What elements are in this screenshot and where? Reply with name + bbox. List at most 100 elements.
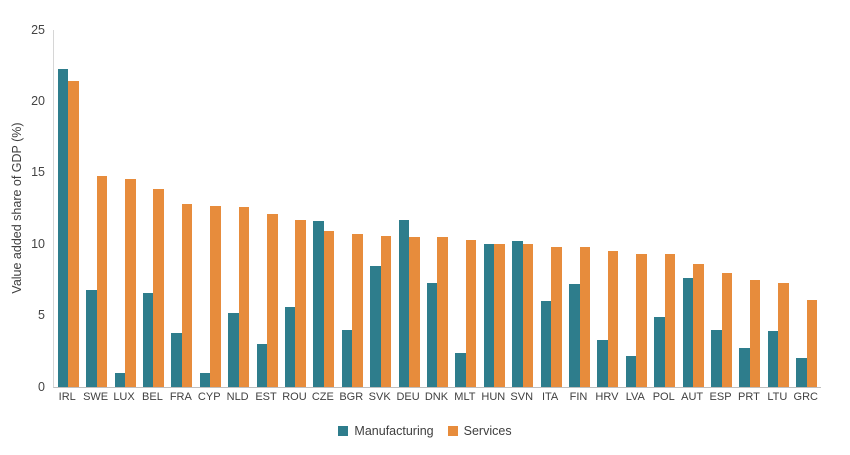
bar-services-bel [153, 188, 164, 387]
bar-group-ita [537, 30, 565, 387]
bar-services-lux [125, 178, 136, 387]
legend-item-services: Services [447, 424, 512, 438]
y-axis-ticks: 0 5 10 15 20 25 [31, 23, 821, 394]
legend-label-manufacturing: Manufacturing [354, 424, 434, 438]
bar-group-grc [793, 30, 821, 387]
x-tick-label-prt: PRT [738, 391, 760, 403]
bar-manufacturing-rou [284, 307, 296, 387]
bar-services-deu [409, 237, 420, 387]
bar-manufacturing-ita [540, 301, 552, 387]
bar-group-svn [509, 30, 537, 387]
legend-swatch-services [447, 426, 458, 436]
x-tick-label-mlt: MLT [454, 391, 476, 403]
bar-manufacturing-pol [654, 317, 665, 387]
x-tick-label-irl: IRL [58, 391, 76, 403]
bar-services-grc [806, 299, 818, 387]
bar-manufacturing-hun [483, 244, 495, 387]
bar-services-irl [68, 81, 79, 387]
x-tick-label-ita: ITA [541, 391, 559, 403]
bar-group-irl [54, 30, 82, 387]
bar-services-swe [96, 175, 108, 387]
bar-manufacturing-lva [625, 355, 637, 387]
y-tick-label-5: 5 [38, 308, 45, 323]
x-tick-label-ltu: LTU [767, 391, 788, 403]
bar-group-hrv [594, 30, 622, 387]
bar-services-est [267, 214, 278, 387]
legend-label-services: Services [463, 424, 512, 438]
bar-manufacturing-cze [313, 221, 324, 387]
bar-services-dnk [437, 237, 448, 387]
bar-manufacturing-deu [398, 219, 410, 387]
bar-manufacturing-nld [228, 312, 239, 387]
x-tick-label-esp: ESP [709, 391, 732, 403]
x-tick-label-hun: HUN [481, 391, 506, 403]
y-tick-label-0: 0 [38, 379, 45, 394]
bar-manufacturing-cyp [199, 372, 211, 387]
bar-group-ltu [764, 30, 792, 387]
bar-manufacturing-fra [171, 332, 182, 387]
legend-item-manufacturing: Manufacturing [338, 424, 434, 438]
bar-services-bgr [352, 234, 363, 387]
bar-manufacturing-lux [114, 372, 126, 387]
bars-container [54, 30, 821, 387]
bar-manufacturing-aut [682, 278, 694, 387]
bar-group-aut [679, 30, 707, 387]
bar-manufacturing-ltu [767, 331, 779, 387]
bar-manufacturing-dnk [426, 282, 438, 387]
x-tick-label-fra: FRA [169, 391, 192, 403]
bar-manufacturing-bgr [341, 329, 353, 387]
bar-services-pol [664, 254, 676, 387]
bar-manufacturing-fin [569, 284, 580, 387]
y-tick-label-10: 10 [31, 236, 45, 251]
bar-group-bel [139, 30, 167, 387]
bar-services-svn [522, 244, 534, 387]
y-tick-label-15: 15 [31, 165, 45, 180]
x-tick-label-cze: CZE [311, 391, 334, 403]
x-axis-labels: IRL SWE LUX BEL FRA CYP NLD EST ROU CZE BGR SVK DEU D… [53, 391, 820, 403]
x-tick-label-lva: LVA [625, 391, 645, 403]
x-tick-label-svk: SVK [368, 391, 391, 403]
y-tick-label-20: 20 [31, 93, 45, 108]
bar-services-svk [380, 235, 392, 387]
bar-group-cyp [196, 30, 224, 387]
plot-area: 0 5 10 15 20 25 [31, 23, 821, 394]
bar-services-cyp [210, 205, 221, 387]
bar-group-fra [168, 30, 196, 387]
bar-services-mlt [465, 239, 477, 387]
bar-services-prt [749, 279, 761, 387]
bar-manufacturing-irl [57, 68, 69, 387]
x-tick-label-bgr: BGR [339, 391, 364, 403]
bar-services-ltu [778, 282, 789, 387]
x-tick-label-svn: SVN [510, 391, 534, 403]
x-tick-label-grc: GRC [793, 391, 818, 403]
bar-manufacturing-est [256, 344, 268, 387]
bar-manufacturing-mlt [455, 352, 466, 387]
bar-group-cze [310, 30, 338, 387]
bar-manufacturing-svn [512, 241, 523, 387]
bar-services-hrv [607, 251, 619, 387]
bar-group-deu [395, 30, 423, 387]
x-tick-label-lux: LUX [113, 391, 135, 403]
bar-services-fin [579, 247, 591, 387]
x-tick-label-dnk: DNK [424, 391, 449, 403]
bar-group-mlt [452, 30, 480, 387]
bar-group-lva [622, 30, 650, 387]
bar-services-fra [181, 204, 193, 387]
bar-group-pol [651, 30, 679, 387]
bar-group-bgr [338, 30, 366, 387]
bar-group-hun [480, 30, 508, 387]
bar-services-cze [323, 231, 335, 387]
legend: Manufacturing Services [0, 424, 850, 438]
bar-services-esp [721, 272, 733, 387]
bar-manufacturing-esp [711, 329, 722, 387]
bar-manufacturing-bel [142, 292, 154, 387]
bar-manufacturing-grc [796, 358, 807, 387]
y-tick-label-25: 25 [31, 22, 45, 37]
x-tick-label-nld: NLD [226, 391, 249, 403]
bar-manufacturing-hrv [597, 339, 608, 387]
x-tick-label-cyp: CYP [197, 391, 221, 403]
x-tick-label-swe: SWE [83, 391, 109, 403]
bar-group-dnk [423, 30, 451, 387]
bar-group-fin [565, 30, 593, 387]
